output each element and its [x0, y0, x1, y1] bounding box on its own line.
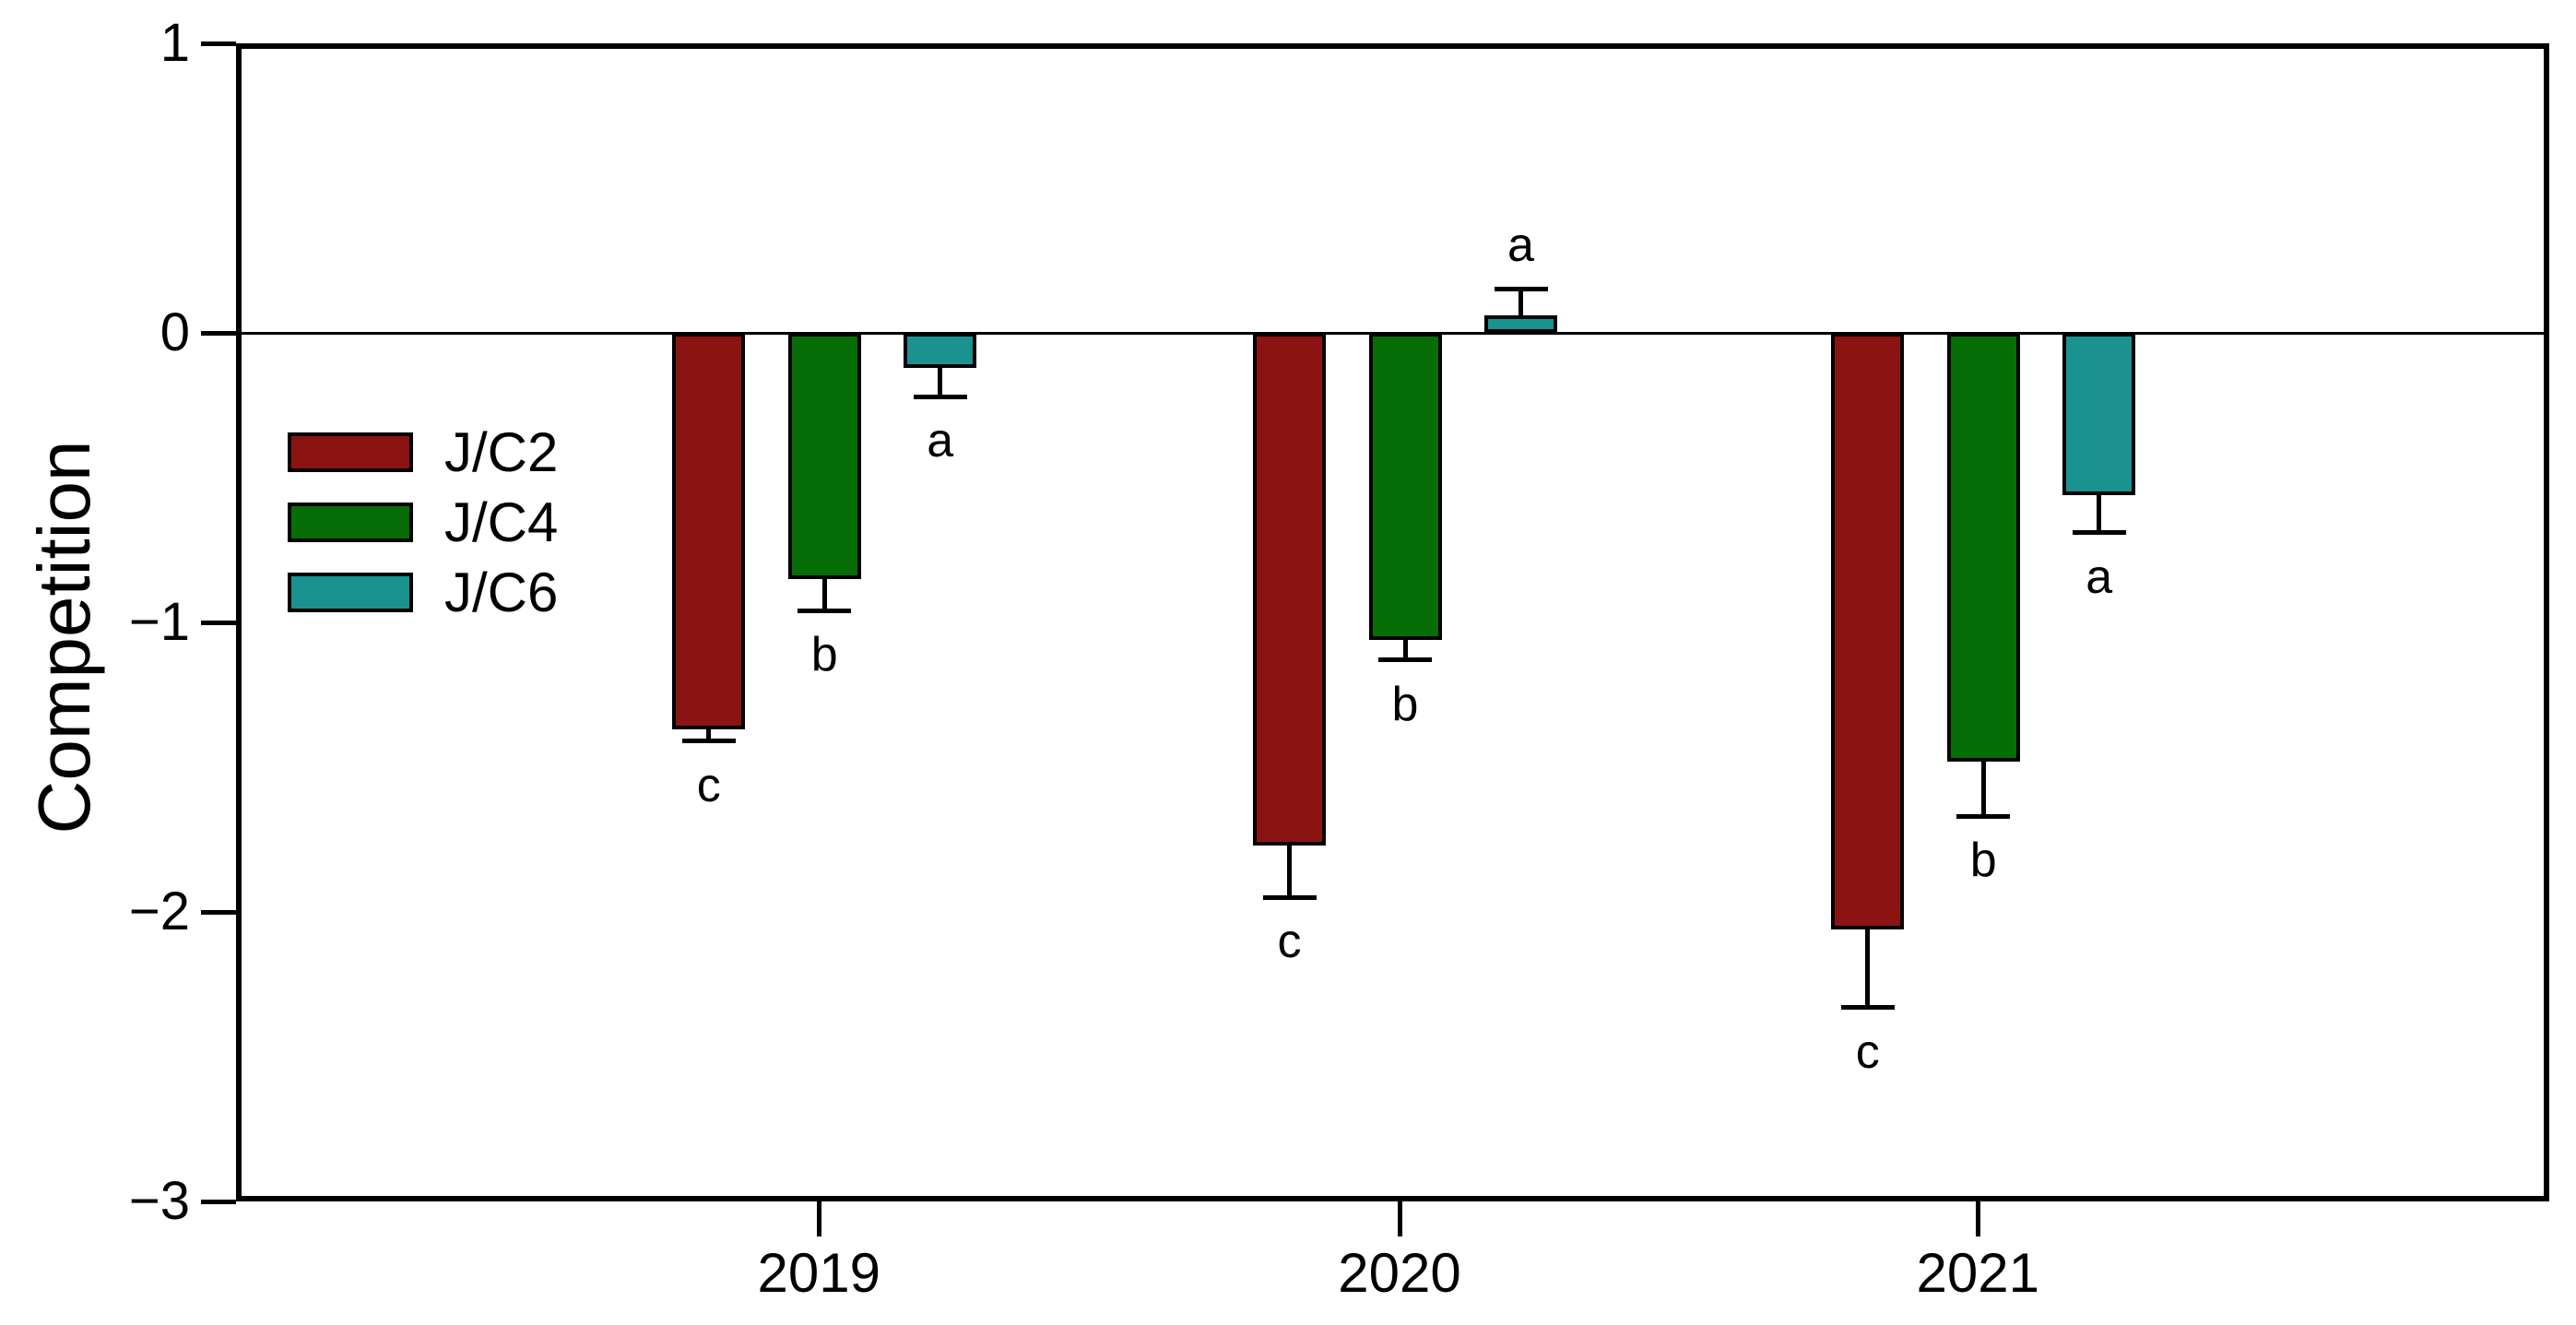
legend: J/C2 J/C4 J/C6: [288, 417, 558, 627]
bar-JC4-2021: [1946, 333, 2020, 762]
x-tick-label: 2020: [1338, 1242, 1461, 1304]
significance-letter: b: [1969, 834, 1997, 888]
error-bar: [1518, 289, 1524, 316]
error-bar: [2097, 494, 2102, 533]
x-tick: [1975, 1201, 1980, 1236]
error-bar-cap: [1378, 657, 1433, 663]
error-bar-cap: [2072, 530, 2126, 536]
bar-JC2-2020: [1253, 333, 1327, 846]
error-bar: [1980, 761, 1986, 817]
error-bar: [938, 367, 943, 397]
bar-JC6-2021: [2062, 333, 2136, 495]
legend-swatch-JC4: [288, 502, 413, 542]
significance-letter: a: [1507, 218, 1534, 272]
error-bar: [1287, 845, 1293, 898]
error-bar-cap: [1956, 813, 2011, 819]
error-bar: [821, 578, 827, 611]
y-tick-label: 1: [160, 13, 190, 73]
error-bar: [706, 729, 712, 741]
x-tick: [1397, 1201, 1402, 1236]
legend-label: J/C4: [444, 491, 559, 553]
significance-letter: a: [2086, 550, 2113, 604]
bar-JC2-2021: [1831, 333, 1905, 929]
error-bar-cap: [1494, 287, 1548, 292]
y-tick-label: −1: [128, 592, 190, 652]
error-bar-cap: [913, 394, 967, 399]
y-tick: [201, 620, 236, 625]
bar-JC6-2020: [1484, 315, 1558, 333]
legend-item: J/C6: [288, 557, 558, 627]
y-tick: [201, 330, 236, 336]
y-tick: [201, 1199, 236, 1204]
error-bar-cap: [1840, 1005, 1895, 1011]
y-tick-label: 0: [160, 302, 190, 362]
bar-JC4-2019: [787, 333, 861, 579]
plot-area: c c c b b b a a a: [236, 43, 2549, 1201]
significance-letter: a: [927, 414, 954, 468]
bar-JC4-2020: [1368, 333, 1442, 640]
significance-letter: c: [1277, 915, 1302, 969]
legend-label: J/C2: [444, 420, 559, 483]
legend-item: J/C2: [288, 417, 558, 487]
legend-item: J/C4: [288, 487, 558, 557]
x-tick: [816, 1201, 821, 1236]
significance-letter: b: [810, 628, 838, 682]
y-tick-label: −3: [128, 1171, 190, 1231]
bar-JC2-2019: [672, 333, 746, 730]
significance-letter: b: [1391, 677, 1419, 731]
y-tick: [201, 41, 236, 46]
significance-letter: c: [696, 758, 721, 812]
legend-swatch-JC2: [288, 432, 413, 472]
legend-label: J/C6: [444, 561, 559, 623]
y-tick-label: −2: [128, 881, 190, 941]
y-tick: [201, 909, 236, 915]
legend-swatch-JC6: [288, 572, 413, 612]
error-bar-cap: [681, 739, 736, 744]
error-bar: [1865, 929, 1871, 1008]
x-tick-label: 2021: [1916, 1242, 2039, 1304]
error-bar: [1402, 639, 1408, 660]
error-bar-cap: [798, 608, 852, 613]
bar-JC6-2019: [904, 333, 977, 368]
error-bar-cap: [1262, 894, 1317, 900]
significance-letter: c: [1855, 1024, 1880, 1079]
x-tick-label: 2019: [757, 1242, 880, 1304]
